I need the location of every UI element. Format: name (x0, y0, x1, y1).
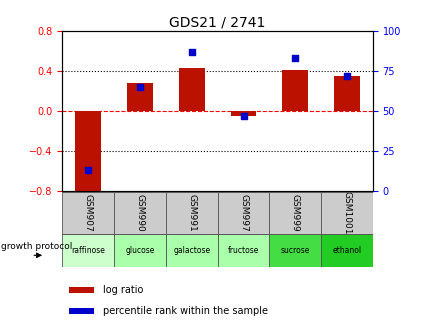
Bar (75, 111, 101, 196)
Bar (62, 192, 114, 234)
Text: log ratio: log ratio (103, 285, 143, 295)
Bar (333, 76, 359, 111)
Point (291, 56, 298, 61)
Bar (68, 287, 93, 293)
Text: GSM997: GSM997 (239, 194, 247, 232)
Text: sucrose: sucrose (280, 246, 309, 255)
Bar (282, 70, 307, 111)
Text: GSM991: GSM991 (187, 194, 196, 232)
Bar (166, 234, 217, 267)
Bar (114, 234, 166, 267)
Text: ethanol: ethanol (332, 246, 361, 255)
Bar (217, 192, 269, 234)
Bar (269, 234, 320, 267)
Text: GSM999: GSM999 (290, 194, 299, 232)
Text: GSM1001: GSM1001 (342, 191, 350, 235)
Bar (320, 234, 372, 267)
Text: galactose: galactose (173, 246, 210, 255)
Text: GSM990: GSM990 (135, 194, 144, 232)
Bar (217, 234, 269, 267)
Bar (178, 68, 204, 111)
Text: glucose: glucose (125, 246, 154, 255)
Text: GSM907: GSM907 (84, 194, 92, 232)
Bar (68, 308, 93, 314)
Text: growth protocol: growth protocol (1, 242, 73, 251)
Title: GDS21 / 2741: GDS21 / 2741 (169, 16, 265, 30)
Text: fructose: fructose (227, 246, 258, 255)
Text: raffinose: raffinose (71, 246, 105, 255)
Bar (166, 192, 217, 234)
Point (188, 49, 195, 55)
Bar (127, 83, 153, 111)
Bar (114, 192, 166, 234)
Point (343, 73, 350, 78)
Bar (62, 234, 114, 267)
Bar (269, 192, 320, 234)
Bar (320, 192, 372, 234)
Bar (230, 111, 256, 116)
Point (85, 168, 92, 173)
Text: percentile rank within the sample: percentile rank within the sample (103, 306, 267, 316)
Point (240, 113, 246, 119)
Point (136, 84, 143, 90)
